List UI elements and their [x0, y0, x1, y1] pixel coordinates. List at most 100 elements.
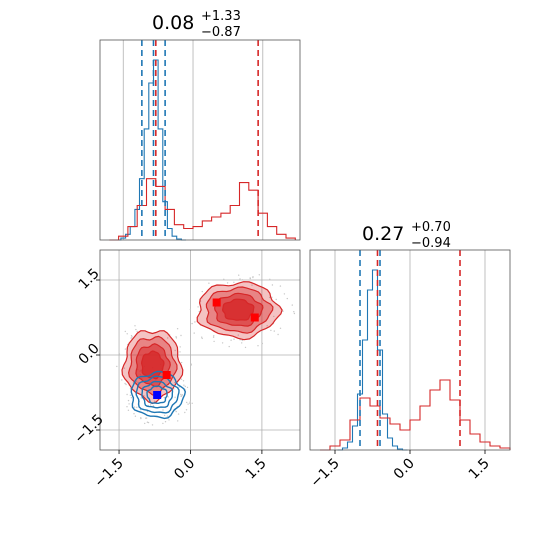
x-tick-label: 1.5 [243, 456, 270, 483]
sample-point [238, 274, 240, 276]
joint-contour-panel: −1.5 0.0 1.5 −1.5 0.0 1.5 [71, 249, 301, 491]
joint-xticks: −1.5 0.0 1.5 [92, 450, 270, 491]
sample-point [181, 395, 183, 397]
sample-point [144, 422, 146, 425]
sample-point [179, 346, 181, 348]
quantile-layer [141, 40, 259, 240]
sample-point [131, 336, 133, 338]
quantile-layer [359, 250, 461, 450]
sample-point [130, 397, 133, 399]
sample-point [221, 342, 224, 344]
marginal-y-title-lower: −0.94 [411, 236, 451, 251]
y-tick-label: 1.5 [76, 266, 103, 293]
panel-frame [99, 39, 301, 241]
sample-point [279, 285, 282, 287]
sample-point [190, 363, 192, 365]
sample-point [187, 403, 189, 405]
sample-point [126, 333, 128, 335]
y-tick-label: 0.0 [76, 341, 103, 368]
sample-point [163, 396, 165, 399]
x-tick-label: −1.5 [92, 456, 127, 491]
sample-point [174, 349, 176, 352]
sample-point [282, 310, 284, 312]
contour-level [141, 380, 174, 409]
joint-yticks: −1.5 0.0 1.5 [71, 266, 106, 447]
x-tick-label: −1.5 [307, 456, 342, 491]
sample-point [162, 422, 164, 425]
sample-point [136, 406, 138, 408]
histogram-series-1 [320, 379, 511, 451]
sample-point [269, 278, 271, 280]
sample-point [186, 386, 189, 389]
sample-point [279, 327, 282, 329]
hist-layer [320, 269, 511, 451]
sample-point [275, 298, 277, 301]
sample-point [270, 329, 272, 332]
histogram-series-1 [109, 178, 296, 241]
sample-point [175, 410, 177, 413]
hist-layer [109, 59, 296, 241]
sample-point [135, 328, 137, 331]
marginal-x-title-lower: −0.87 [201, 25, 241, 40]
marginal-y-title-value: 0.27 [362, 223, 404, 245]
marginal-y-title-upper: +0.70 [411, 220, 451, 235]
sample-point [164, 421, 167, 423]
sample-point [123, 367, 126, 369]
sample-point [137, 382, 139, 384]
marginal-x-histogram-panel: 0.08 +1.33 −0.87 [99, 9, 301, 241]
sample-point [124, 348, 127, 350]
sample-point [136, 330, 138, 333]
sample-point [163, 414, 166, 417]
sample-point [116, 365, 118, 368]
sample-point [180, 378, 183, 380]
sample-point [293, 311, 295, 313]
sample-point [189, 402, 191, 404]
sample-point [151, 424, 154, 426]
sample-point [175, 337, 178, 339]
sample-point [273, 330, 275, 332]
marginal-y-xticks: −1.5 0.0 1.5 [307, 450, 493, 491]
sample-point [268, 296, 271, 299]
sample-point [212, 336, 215, 338]
sample-point [125, 383, 127, 386]
sample-point [213, 335, 215, 337]
sample-point [175, 336, 177, 338]
marginal-x-title-value: 0.08 [152, 12, 194, 34]
sample-point [201, 337, 203, 340]
sample-point [223, 278, 225, 280]
sample-point [134, 415, 137, 417]
sample-point [237, 334, 239, 336]
sample-point [162, 409, 164, 411]
sample-point [184, 411, 186, 414]
contour-level [130, 370, 187, 420]
sample-point [174, 381, 176, 384]
y-tick-label: −1.5 [71, 411, 106, 446]
sample-point [130, 335, 133, 337]
sample-point [291, 304, 293, 306]
histogram-series-0 [116, 59, 186, 241]
sample-point [228, 345, 230, 348]
sample-point [134, 325, 136, 327]
sample-point [130, 337, 132, 339]
sample-point [128, 403, 130, 405]
sample-point [194, 321, 196, 323]
x-tick-label: 0.0 [391, 456, 418, 483]
sample-point [133, 406, 136, 408]
sample-point [193, 332, 195, 334]
sample-point [189, 401, 191, 403]
sample-point [283, 293, 286, 295]
sample-point [124, 382, 126, 385]
sample-point [266, 325, 268, 327]
sample-point [127, 399, 130, 402]
sample-point [197, 306, 199, 308]
sample-point [258, 274, 260, 276]
sample-point [133, 413, 135, 415]
sample-point [233, 338, 235, 340]
sample-point [244, 346, 247, 349]
sample-point [167, 337, 169, 339]
sample-point [140, 417, 142, 420]
sample-point [201, 290, 203, 293]
sample-point [226, 282, 229, 284]
sample-point [271, 284, 274, 286]
